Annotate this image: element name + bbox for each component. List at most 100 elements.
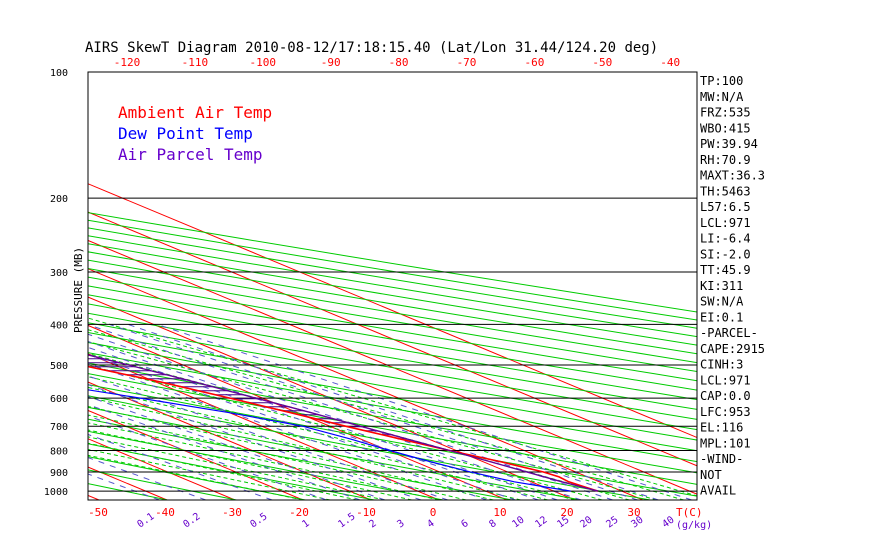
mixing-ratio-line bbox=[88, 384, 422, 500]
dry-adiabat-line bbox=[88, 312, 697, 420]
isotherm-line bbox=[88, 211, 697, 467]
dry-adiabat-line bbox=[88, 303, 697, 410]
bottom-temperature-tick-label: 0 bbox=[430, 506, 437, 519]
mixing-ratio-tick-label: 40 bbox=[660, 515, 676, 531]
mixing-ratio-labels: 0.1 0.2 0.5 1 1.5 2 3 4 6 8 10 12 15 20 25 30 40 (g/kg) bbox=[135, 511, 712, 531]
pressure-tick-label: 200 bbox=[50, 194, 68, 205]
moist-adiabat-line bbox=[88, 364, 603, 500]
dry-adiabat-line bbox=[88, 469, 237, 500]
mixing-ratio-tick-label: 20 bbox=[578, 515, 594, 531]
stability-index-label: KI:311 bbox=[700, 279, 743, 293]
stability-index-label: AVAIL bbox=[700, 484, 736, 498]
mixing-ratio-line bbox=[88, 341, 558, 500]
legend: Ambient Air Temp Dew Point Temp Air Parc… bbox=[118, 103, 272, 164]
mixing-ratio-line bbox=[88, 346, 539, 500]
moist-adiabat-line bbox=[88, 422, 440, 500]
top-temperature-tick-label: -90 bbox=[321, 56, 341, 69]
bottom-temperature-tick-label: -30 bbox=[222, 506, 242, 519]
stability-index-label: RH:70.9 bbox=[700, 153, 751, 167]
top-temperature-tick-label: -60 bbox=[524, 56, 544, 69]
mixing-ratio-line bbox=[127, 323, 659, 500]
top-temperature-tick-label: -50 bbox=[592, 56, 612, 69]
mixing-ratio-tick-label: 0.5 bbox=[248, 511, 269, 530]
dry-adiabat-line bbox=[88, 341, 697, 452]
stability-index-label: PW:39.94 bbox=[700, 137, 758, 151]
mixing-ratio-line bbox=[88, 404, 361, 500]
isotherm-line bbox=[88, 239, 697, 495]
bottom-temperature-tick-label: 30 bbox=[627, 506, 640, 519]
mixing-ratio-line bbox=[88, 353, 516, 500]
mixing-ratio-line bbox=[88, 363, 487, 500]
mixing-ratio-unit-label: (g/kg) bbox=[676, 520, 712, 531]
pressure-tick-label: 700 bbox=[50, 422, 68, 433]
mixing-ratio-tick-label: 1 bbox=[300, 518, 311, 530]
top-temperature-tick-label: -100 bbox=[250, 56, 277, 69]
isotherm-line bbox=[0, 72, 31, 500]
mixing-ratio-tick-label: 3 bbox=[395, 518, 406, 530]
moist-adiabat-line bbox=[88, 454, 304, 500]
dry-adiabat-line bbox=[88, 227, 697, 329]
dry-adiabat-line bbox=[88, 362, 697, 474]
dry-adiabat-line bbox=[88, 430, 444, 500]
stability-index-label: TH:5463 bbox=[700, 184, 751, 198]
legend-dew-point-temp: Dew Point Temp bbox=[118, 124, 253, 143]
stability-index-label: CAP:0.0 bbox=[700, 389, 751, 403]
isotherm-line bbox=[88, 353, 440, 500]
stability-index-label: CAPE:2915 bbox=[700, 342, 765, 356]
stability-index-label: MPL:101 bbox=[700, 436, 751, 450]
stability-index-label: SW:N/A bbox=[700, 295, 744, 309]
pressure-tick-label: 500 bbox=[50, 361, 68, 372]
mixing-ratio-tick-label: 8 bbox=[487, 518, 498, 530]
legend-air-parcel-temp: Air Parcel Temp bbox=[118, 145, 263, 164]
bottom-temperature-tick-label: 10 bbox=[493, 506, 506, 519]
top-temperature-tick-label: -110 bbox=[182, 56, 209, 69]
dry-adiabat-line bbox=[88, 373, 697, 485]
stability-index-label: LCL:971 bbox=[700, 216, 751, 230]
legend-ambient-air-temp: Ambient Air Temp bbox=[118, 103, 272, 122]
mixing-ratio-line bbox=[88, 333, 582, 500]
dry-adiabat-line bbox=[88, 406, 582, 500]
mixing-ratio-line bbox=[88, 324, 613, 500]
top-temperature-tick-label: -80 bbox=[389, 56, 409, 69]
stability-index-label: EI:0.1 bbox=[700, 310, 743, 324]
mixing-ratio-tick-label: 0.1 bbox=[135, 511, 156, 530]
stability-index-label: EL:116 bbox=[700, 421, 743, 435]
top-temperature-ticks: -120 -110 -100 -90 -80 -70 -60 -50 -40 bbox=[114, 56, 680, 69]
stability-index-label: CINH:3 bbox=[700, 358, 743, 372]
mixing-ratio-tick-label: 10 bbox=[510, 515, 526, 531]
dry-adiabat-line bbox=[88, 331, 697, 441]
moist-adiabat-line bbox=[88, 429, 412, 500]
moist-adiabat-line bbox=[88, 448, 331, 500]
temperature-profile-line bbox=[88, 365, 599, 492]
y-axis-label: PRESSURE (MB) bbox=[72, 247, 85, 333]
dry-adiabat-line bbox=[88, 352, 697, 463]
dry-adiabat-line bbox=[88, 235, 697, 338]
dry-adiabat-line bbox=[88, 418, 513, 500]
stability-index-label: L57:6.5 bbox=[700, 200, 751, 214]
pressure-tick-label: 300 bbox=[50, 268, 68, 279]
mixing-ratio-tick-label: 0.2 bbox=[181, 511, 202, 530]
mixing-ratio-line bbox=[156, 323, 692, 500]
bottom-temperature-tick-label: -20 bbox=[289, 506, 309, 519]
mixing-ratio-tick-label: 1.5 bbox=[336, 511, 357, 530]
mixing-ratio-line bbox=[88, 395, 386, 500]
stability-index-label: MW:N/A bbox=[700, 90, 744, 104]
dry-adiabat-line bbox=[88, 456, 306, 500]
stability-index-label: TT:45.9 bbox=[700, 263, 751, 277]
parcel-profile-line bbox=[88, 354, 599, 492]
stability-index-label: LFC:953 bbox=[700, 405, 751, 419]
moist-adiabat-line bbox=[88, 405, 494, 500]
plot-frame bbox=[87, 71, 698, 501]
pressure-tick-label: 600 bbox=[50, 394, 68, 405]
mixing-ratio-tick-label: 2 bbox=[367, 518, 378, 530]
dry-adiabat-line bbox=[88, 243, 697, 346]
pressure-tick-label: 900 bbox=[50, 468, 68, 479]
dry-adiabat-line bbox=[88, 294, 697, 401]
top-temperature-tick-label: -40 bbox=[660, 56, 680, 69]
stability-index-label: NOT bbox=[700, 468, 722, 482]
pressure-tick-label: 400 bbox=[50, 320, 68, 331]
pressure-tick-label: 1000 bbox=[44, 487, 68, 498]
dry-adiabat-line bbox=[88, 384, 697, 497]
pressure-labels: 100 200 300 400 500 600 700 800 900 1000 bbox=[44, 68, 68, 498]
